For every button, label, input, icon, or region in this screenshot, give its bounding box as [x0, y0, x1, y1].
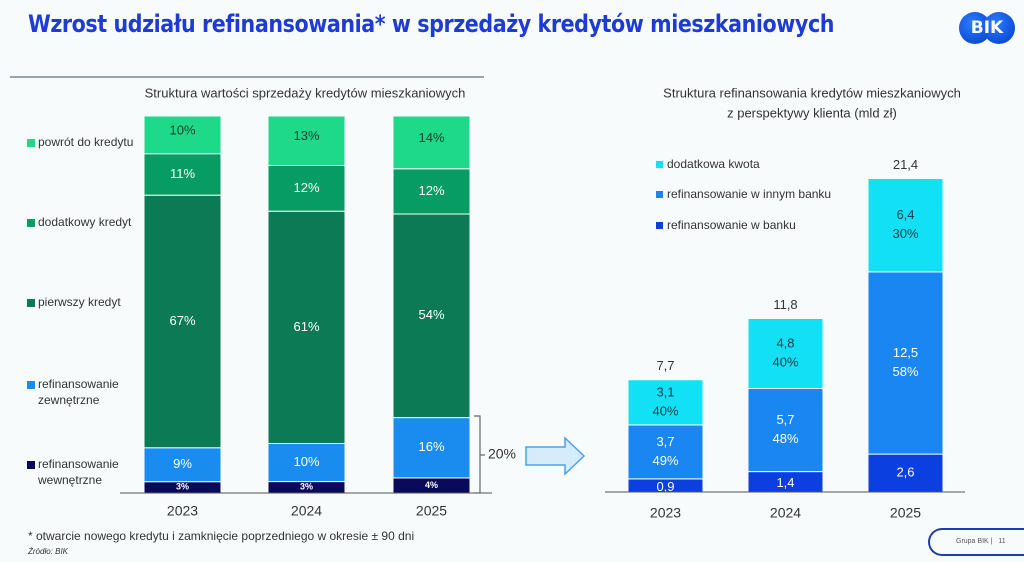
page-footer-badge: Grupa BIK | 11 [928, 528, 1024, 556]
bar-label: 1,4 [776, 475, 794, 490]
bar-label: 3,7 [656, 434, 674, 449]
bar-label: 12% [293, 180, 319, 195]
bar-segment-2025-3 [392, 168, 471, 215]
legend-swatch [656, 222, 663, 229]
bar-label: 40% [772, 354, 798, 369]
header-divider [10, 76, 484, 78]
bracket [474, 415, 481, 494]
x-tick-label: 2025 [416, 503, 447, 519]
x-tick-label: 2024 [770, 505, 801, 521]
legend-swatch [27, 461, 35, 469]
bar-label: 58% [892, 364, 918, 379]
bar-label: 10% [169, 122, 195, 137]
bar-total-label: 7,7 [656, 358, 674, 373]
legend-label: powrót do kredytu [38, 135, 133, 149]
right-arrow-icon [525, 436, 586, 476]
bar-label: 3% [300, 482, 313, 492]
bar-segment-2023-2 [627, 379, 704, 426]
bar-label: 30% [892, 226, 918, 241]
x-tick-label: 2024 [291, 503, 322, 519]
bar-label: 12% [418, 183, 444, 198]
bar-label: 2,6 [896, 464, 914, 479]
bar-total-label: 21,4 [893, 157, 918, 172]
page-title: Wzrost udziału refinansowania* w sprzeda… [28, 10, 835, 38]
left-chart-title: Struktura wartości sprzedaży kredytów mi… [145, 85, 466, 100]
x-tick-label: 2023 [650, 505, 681, 521]
footnote: * otwarcie nowego kredytu i zamknięcie p… [28, 529, 415, 543]
bar-label: 4,8 [776, 335, 794, 350]
legend-label: refinansowanie w innym banku [667, 187, 831, 201]
page-number: 11 [998, 538, 1006, 545]
bar-segment-2023-4 [143, 115, 222, 155]
bar-label: 0,9 [656, 479, 674, 494]
legend-swatch [656, 191, 663, 198]
bar-segment-2025-4 [392, 115, 471, 170]
bar-label: 10% [293, 454, 319, 469]
bar-label: 49% [652, 453, 678, 468]
legend-swatch [27, 219, 35, 227]
bar-segment-2023-3 [143, 153, 222, 196]
right-chart-title: Struktura refinansowania kredytów mieszk… [663, 85, 961, 100]
bar-label: 4% [425, 480, 438, 490]
source-note: Źródło: BIK [28, 547, 69, 556]
bar-total-label: 11,8 [773, 297, 797, 312]
bar-label: 67% [169, 313, 195, 328]
bar-label: 61% [293, 319, 319, 334]
bar-label: 12,5 [893, 345, 918, 360]
bik-logo: BIK [959, 12, 1015, 44]
bar-label: 13% [293, 128, 319, 143]
bar-label: 11% [170, 166, 195, 181]
legend-label: refinansowanie [38, 457, 119, 471]
bar-label: 48% [772, 431, 798, 446]
bar-label: 3% [176, 482, 189, 492]
bar-label: 5,7 [776, 412, 794, 427]
bar-segment-2024-1 [747, 387, 824, 473]
bar-segment-2025-1 [867, 271, 944, 455]
legend-label: zewnętrzne [38, 393, 100, 407]
bar-segment-2025-2 [867, 178, 944, 273]
x-tick-label: 2023 [167, 503, 198, 519]
bar-segment-2024-3 [267, 165, 346, 212]
x-tick-label: 2025 [890, 505, 921, 521]
legend-swatch [27, 381, 35, 389]
legend-label: refinansowanie [38, 377, 119, 391]
bar-label: 14% [418, 130, 444, 145]
bar-label: 9% [173, 456, 192, 471]
legend-swatch [27, 299, 35, 307]
bar-label: 3,1 [656, 384, 674, 399]
legend-label: wewnętrzne [37, 473, 102, 487]
bracket-label: 20% [488, 446, 516, 462]
bar-label: 40% [652, 403, 678, 418]
bar-segment-2024-2 [267, 210, 346, 444]
bar-label: 16% [418, 439, 444, 454]
legend-swatch [656, 161, 663, 168]
bar-segment-2023-1 [627, 424, 704, 480]
right-chart-subtitle: z perspektywy klienta (mld zł) [727, 105, 897, 120]
bar-segment-2024-2 [747, 318, 824, 389]
legend-label: dodatkowy kredyt [38, 215, 132, 229]
brand-label: Grupa BIK | [956, 538, 993, 545]
bar-segment-2024-1 [267, 442, 346, 483]
legend-label: refinansowanie w banku [667, 218, 796, 232]
bar-segment-2023-2 [143, 194, 222, 449]
bar-label: 6,4 [896, 207, 914, 222]
bar-segment-2024-4 [267, 115, 346, 167]
legend-swatch [27, 139, 35, 147]
logo-circle-right [983, 12, 1015, 44]
legend-label: dodatkowa kwota [667, 157, 760, 171]
legend-label: pierwszy kredyt [38, 295, 121, 309]
bar-label: 54% [418, 307, 444, 322]
bar-segment-2025-1 [392, 417, 471, 479]
logo-text: BIK [970, 18, 1004, 38]
